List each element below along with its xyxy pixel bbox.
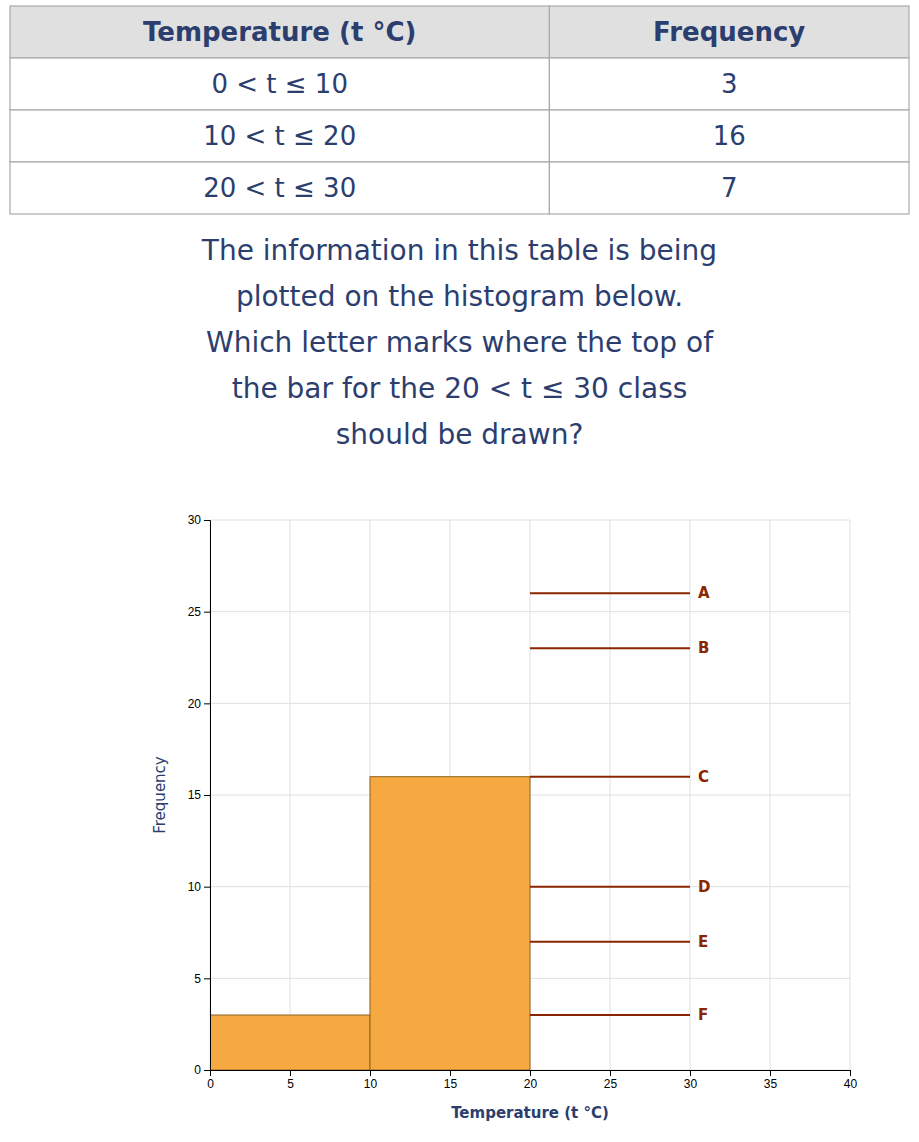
- answer-line: [530, 886, 690, 888]
- y-axis: 0 5 10 15 20 25 30: [188, 513, 211, 1077]
- x-tick-label: 20: [524, 1077, 538, 1091]
- table-cell-text: 10 < t ≤ 20: [203, 121, 356, 151]
- answer-label: E: [698, 933, 708, 951]
- question-line: plotted on the histogram below.: [236, 280, 683, 313]
- y-tick: 15: [188, 788, 210, 802]
- x-axis-title: Temperature (t °C): [451, 1104, 609, 1122]
- histogram: A B C D E F 0 5 10 15 20 25 30 35 40 0 5 10 15 20 25 30 Temper…: [151, 513, 857, 1122]
- table-header-text: Frequency: [653, 17, 805, 47]
- answer-line: [530, 776, 690, 778]
- x-tick-mark: [290, 1070, 291, 1076]
- y-tick: 20: [188, 697, 210, 711]
- y-tick-mark: [204, 1070, 210, 1071]
- table-cell-text: 7: [721, 173, 738, 203]
- y-tick: 25: [188, 605, 210, 619]
- x-tick: 15: [444, 1070, 458, 1091]
- bar: [370, 777, 530, 1070]
- x-tick-mark: [850, 1070, 851, 1076]
- y-tick-label: 10: [188, 880, 202, 894]
- y-tick-mark: [204, 978, 210, 979]
- answer-label: A: [698, 584, 710, 602]
- question-line: The information in this table is being: [201, 234, 717, 267]
- x-tick-mark: [450, 1070, 451, 1076]
- question: The information in this table is being pl…: [201, 234, 717, 451]
- question-line: should be drawn?: [336, 418, 584, 451]
- x-tick-mark: [370, 1070, 371, 1076]
- table-header-cell: [10, 6, 549, 58]
- grid-line-y: [210, 520, 850, 521]
- y-axis-line: [204, 521, 211, 1071]
- answer-label: F: [698, 1006, 708, 1024]
- table-header-text: Temperature (t °C): [143, 17, 416, 47]
- grid-line-y: [210, 703, 850, 704]
- question-line: Which letter marks where the top of: [206, 326, 714, 359]
- table-cell: [10, 110, 549, 162]
- table-cell-text: 20 < t ≤ 30: [203, 173, 356, 203]
- table-cell: [10, 58, 549, 110]
- x-tick-label: 30: [684, 1077, 698, 1091]
- y-tick: 30: [188, 513, 210, 527]
- x-tick: 20: [524, 1070, 538, 1091]
- answer-line: [530, 647, 690, 649]
- grid: [210, 520, 850, 1070]
- answer-labels: A B C D E F: [698, 584, 710, 1024]
- x-tick: 40: [844, 1070, 858, 1091]
- table-cell: [10, 162, 549, 214]
- answer-line: [530, 1014, 690, 1016]
- grid-line-y: [210, 886, 850, 887]
- x-tick-label: 15: [444, 1077, 458, 1091]
- table-cell: [549, 58, 909, 110]
- x-tick-label: 35: [764, 1077, 778, 1091]
- x-tick-label: 25: [604, 1077, 618, 1091]
- y-tick-mark: [204, 887, 210, 888]
- y-tick-mark: [204, 612, 210, 613]
- x-tick-label: 10: [364, 1077, 378, 1091]
- question-line: the bar for the 20 < t ≤ 30 class: [232, 372, 688, 405]
- x-tick: 25: [604, 1070, 618, 1091]
- y-tick-mark: [204, 795, 210, 796]
- x-tick: 5: [287, 1070, 294, 1091]
- y-tick-mark: [204, 520, 210, 521]
- y-tick: 0: [194, 1063, 210, 1077]
- y-tick-label: 5: [194, 972, 201, 986]
- x-tick-label: 40: [844, 1077, 858, 1091]
- x-tick-label: 0: [207, 1077, 214, 1091]
- x-tick: 30: [684, 1070, 698, 1091]
- y-tick-label: 0: [194, 1063, 201, 1077]
- answer-label: D: [698, 878, 710, 896]
- table-cell: [549, 162, 909, 214]
- table-cell-text: 0 < t ≤ 10: [211, 69, 347, 99]
- plot-marks: [210, 593, 690, 1070]
- x-tick-label: 5: [287, 1077, 294, 1091]
- y-tick-label: 20: [188, 697, 202, 711]
- x-tick-mark: [530, 1070, 531, 1076]
- table-cell-text: 16: [713, 121, 746, 151]
- x-axis-line: [211, 1071, 851, 1077]
- x-tick: 10: [364, 1070, 378, 1091]
- x-tick-mark: [610, 1070, 611, 1076]
- x-tick: 35: [764, 1070, 778, 1091]
- y-tick: 10: [188, 880, 210, 894]
- y-tick-mark: [204, 703, 210, 704]
- answer-line: [530, 592, 690, 594]
- grid-line-y: [210, 611, 850, 612]
- y-axis-title: Frequency: [151, 756, 169, 834]
- y-tick: 5: [194, 972, 210, 986]
- x-tick-mark: [770, 1070, 771, 1076]
- table-cell: [549, 110, 909, 162]
- answer-line: [530, 941, 690, 943]
- y-tick-label: 30: [188, 513, 202, 527]
- bar: [210, 1015, 370, 1070]
- y-tick-label: 25: [188, 605, 202, 619]
- x-axis: 0 5 10 15 20 25 30 35 40: [207, 1070, 857, 1091]
- y-tick-label: 15: [188, 788, 202, 802]
- x-tick: 0: [207, 1070, 214, 1091]
- table-header-cell: [549, 6, 909, 58]
- table: Temperature (t °C) Frequency 0 < t ≤ 10 3 10…: [10, 6, 909, 214]
- table-cell-text: 3: [721, 69, 738, 99]
- answer-label: C: [698, 768, 709, 786]
- answer-label: B: [698, 639, 709, 657]
- page: Temperature (t °C) Frequency 0 < t ≤ 10 3 10…: [0, 0, 919, 1142]
- x-tick-mark: [690, 1070, 691, 1076]
